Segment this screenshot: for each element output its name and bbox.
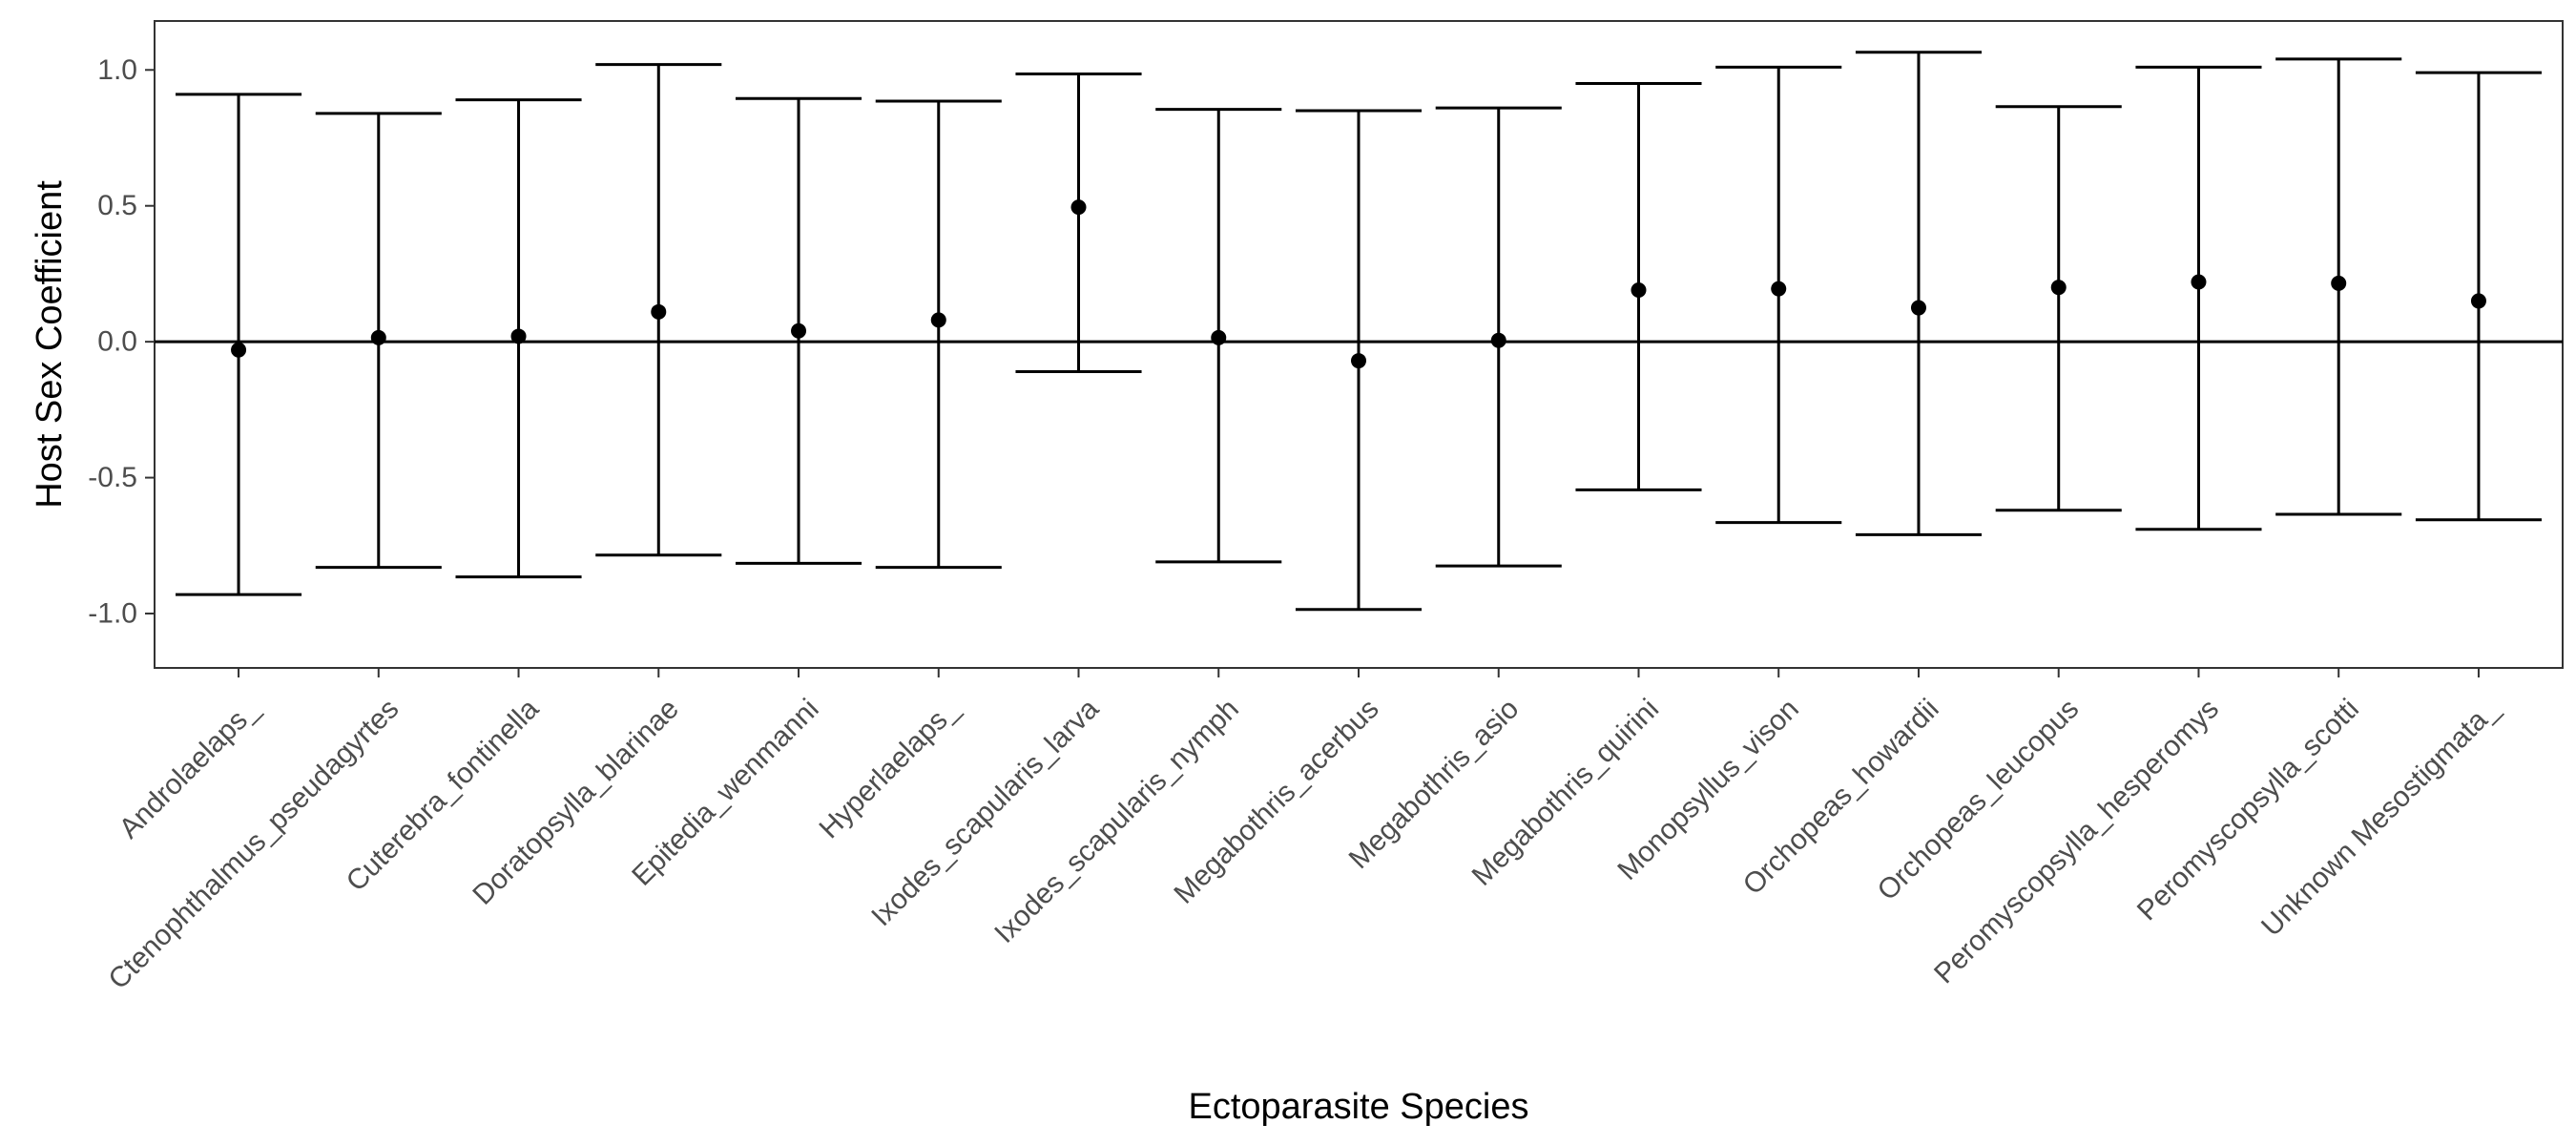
point-estimate: [1070, 199, 1087, 216]
point-estimate: [1351, 353, 1366, 369]
point-estimate: [370, 329, 386, 345]
point-estimate: [651, 303, 667, 320]
x-tick-label: Unknown Mesostigmata_: [2255, 692, 2505, 942]
y-tick-label: -0.5: [88, 462, 137, 493]
point-estimate: [2331, 275, 2347, 291]
point-estimate: [791, 323, 807, 339]
y-tick-label: -1.0: [88, 598, 137, 630]
point-estimate: [930, 312, 946, 328]
point-estimate: [231, 342, 247, 358]
point-estimate: [2470, 293, 2486, 309]
point-estimate: [2191, 274, 2207, 290]
y-tick-label: 0.5: [97, 190, 137, 221]
x-tick-label: Ctenophthalmus_pseudagyrtes: [102, 693, 405, 995]
point-estimate: [2050, 280, 2067, 296]
x-tick-label: Androlaelaps_: [114, 692, 266, 844]
point-estimate: [1211, 329, 1227, 345]
y-axis-title: Host Sex Coefficient: [30, 180, 70, 509]
x-tick-label: Peromyscopsylla_hesperomys: [1928, 693, 2225, 989]
point-estimate: [510, 328, 527, 344]
point-estimate: [1910, 300, 1926, 316]
point-estimate: [1631, 282, 1647, 299]
point-estimate: [1771, 281, 1787, 297]
x-tick-label: Ixodes_scapularis_nymph: [988, 693, 1245, 949]
x-axis-title: Ectoparasite Species: [1189, 1087, 1529, 1127]
y-tick-label: 1.0: [97, 54, 137, 86]
y-tick-label: 0.0: [97, 326, 137, 358]
x-tick-label: Ixodes_scapularis_larva: [865, 693, 1105, 932]
x-tick-label: Hyperlaelaps_: [813, 692, 966, 844]
point-estimate: [1490, 332, 1506, 348]
x-tick-label: Peromyscopsylla_scotti: [2131, 693, 2365, 926]
